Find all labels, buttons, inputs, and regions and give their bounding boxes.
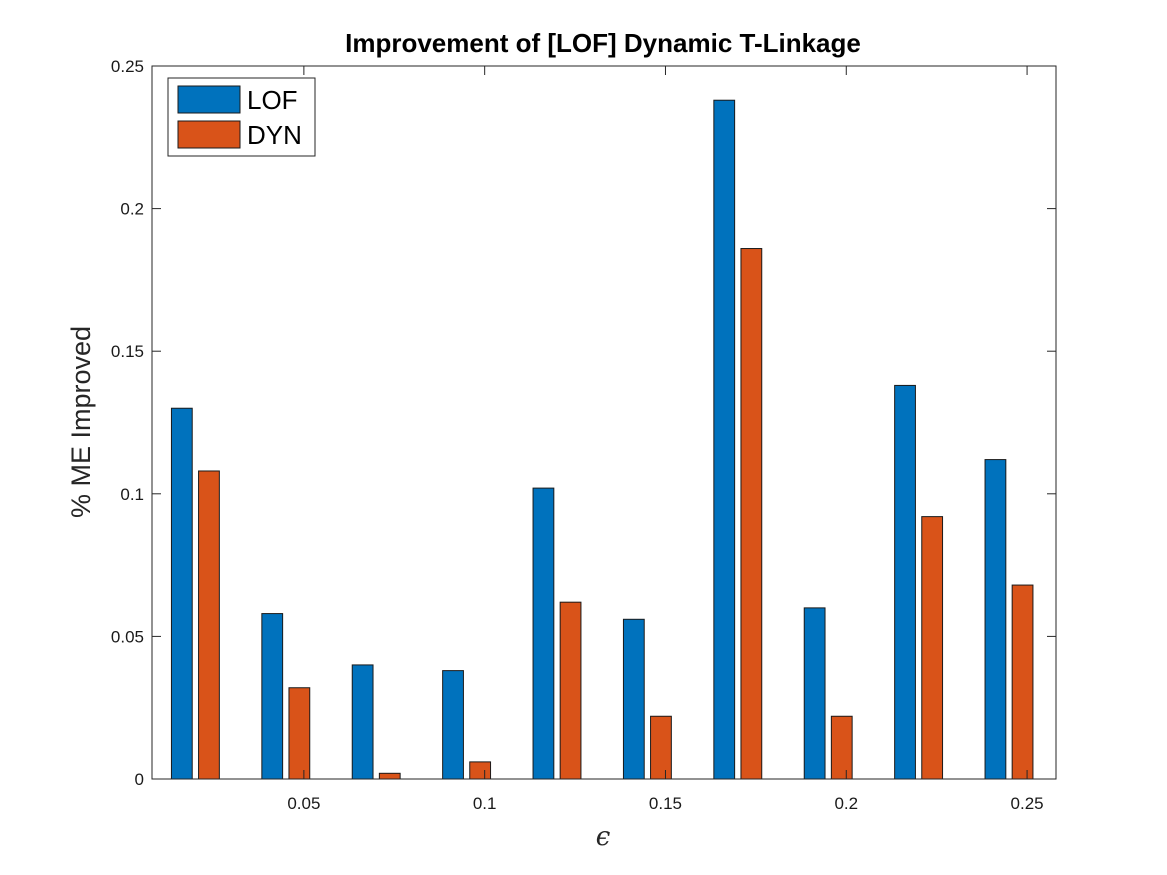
x-tick-label: 0.25 — [1011, 794, 1044, 813]
bar-dyn-9 — [1011, 584, 1034, 780]
bar-dyn-5 — [650, 715, 672, 780]
bars-layer — [170, 99, 1034, 780]
bar-lof-6 — [713, 99, 736, 780]
y-tick-label: 0 — [135, 770, 144, 789]
x-tick-label: 0.1 — [473, 794, 497, 813]
legend-label-dyn: DYN — [247, 120, 302, 150]
bar-lof-0 — [170, 407, 193, 780]
bar-dyn-4 — [559, 601, 582, 780]
legend-swatch-dyn — [177, 120, 241, 149]
bar-dyn-8 — [921, 516, 944, 780]
bar-lof-9 — [984, 459, 1007, 780]
y-tick-label: 0.2 — [120, 200, 144, 219]
x-tick-label: 0.15 — [649, 794, 682, 813]
bar-lof-2 — [351, 664, 374, 780]
legend-label-lof: LOF — [247, 85, 298, 115]
legend: LOF DYN — [167, 77, 316, 157]
bar-dyn-0 — [198, 470, 220, 780]
chart-title: Improvement of [LOF] Dynamic T-Linkage — [345, 28, 861, 58]
bar-lof-7 — [803, 607, 826, 780]
bar-lof-8 — [894, 384, 916, 780]
ticks-layer: 0.05 0.1 0.15 0.2 0.25 0 0.05 0.1 0.15 0.2 0.25 — [111, 57, 1056, 813]
bar-lof-3 — [442, 670, 464, 780]
x-tick-label: 0.05 — [287, 794, 320, 813]
y-tick-label: 0.1 — [120, 485, 144, 504]
bar-lof-1 — [261, 613, 284, 780]
y-tick-label: 0.15 — [111, 342, 144, 361]
x-tick-label: 0.2 — [834, 794, 858, 813]
y-axis-label: % ME Improved — [66, 326, 96, 518]
bar-lof-4 — [532, 487, 555, 780]
bar-dyn-7 — [830, 715, 853, 780]
bar-dyn-6 — [740, 248, 763, 780]
bar-dyn-1 — [288, 687, 311, 780]
bar-dyn-2 — [378, 772, 401, 780]
y-tick-label: 0.25 — [111, 57, 144, 76]
legend-swatch-lof — [177, 85, 241, 114]
bar-dyn-3 — [469, 761, 492, 780]
plot-frame — [151, 65, 1057, 780]
x-axis-label: ϵ — [596, 822, 611, 852]
bar-lof-5 — [622, 618, 645, 780]
y-tick-label: 0.05 — [111, 627, 144, 646]
plot-area — [152, 66, 1056, 779]
